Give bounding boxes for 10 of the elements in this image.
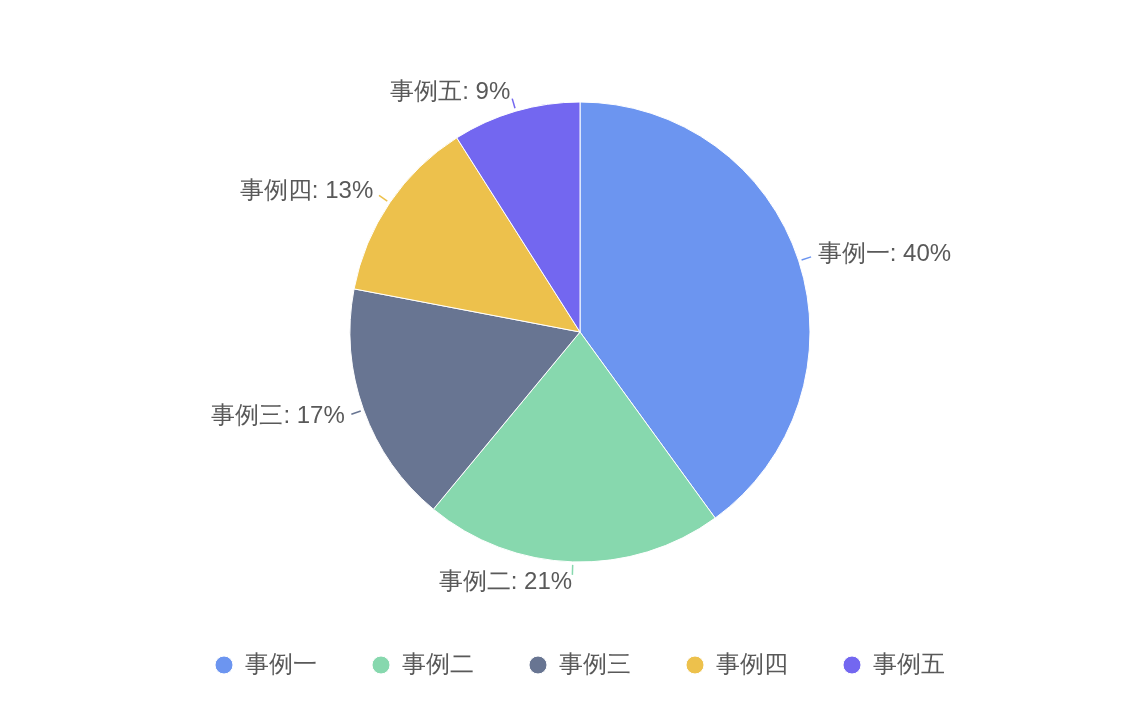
- data-label: 事例一: 40%: [817, 239, 952, 267]
- data-label: 事例二: 21%: [438, 566, 573, 594]
- legend-label: 事例五: [873, 649, 945, 677]
- legend-label: 事例二: [402, 649, 474, 677]
- legend-label: 事例四: [716, 649, 788, 677]
- data-label: 事例五: 9%: [390, 76, 511, 104]
- data-label: 事例三: 17%: [211, 401, 345, 429]
- legend-label: 事例一: [245, 649, 317, 677]
- data-label: 事例四: 13%: [239, 176, 374, 204]
- legend-label: 事例三: [559, 649, 631, 677]
